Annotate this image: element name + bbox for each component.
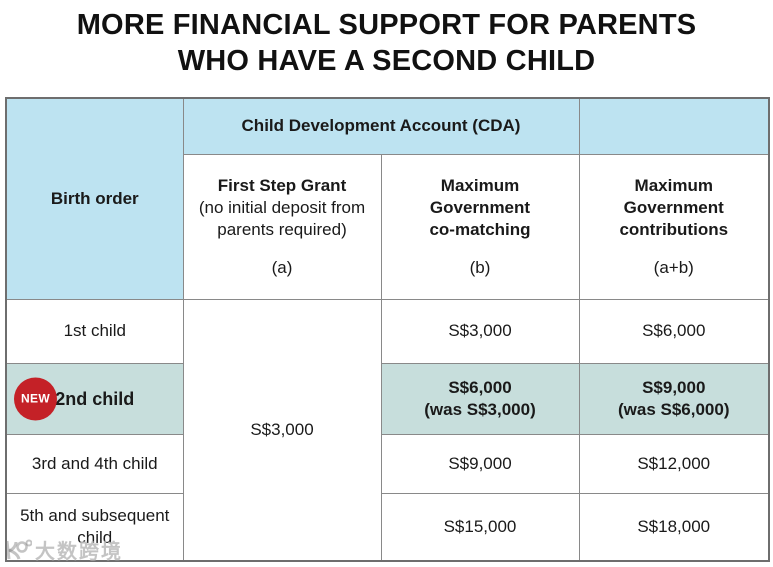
first-step-value: S$3,000	[250, 419, 314, 439]
table-row-2nd-child: NEW 2nd child S$6,000 (was S$3,000) S$9,…	[5, 362, 770, 435]
first-step-grant-key: (a)	[271, 258, 293, 277]
co-matching-header: Maximum Government co-matching (b)	[380, 153, 580, 300]
first-step-grant-note: (no initial deposit from parents require…	[198, 198, 366, 239]
row-label: 2nd child	[55, 388, 135, 409]
contributions-name: Maximum Government contributions	[619, 176, 729, 239]
birth-order-cell: NEW 2nd child	[5, 362, 184, 435]
contributions-was-note: (was S$6,000)	[617, 399, 730, 419]
co-matching-key: (b)	[469, 258, 491, 277]
cda-header: Child Development Account (CDA)	[182, 97, 580, 155]
co-matching-was-note: (was S$3,000)	[424, 399, 536, 419]
contributions-key: (a+b)	[653, 258, 694, 277]
co-matching-cell: S$15,000	[380, 492, 580, 562]
table-header-group-row: Birth order Child Development Account (C…	[5, 97, 770, 300]
page-title-line-2: WHO HAVE A SECOND CHILD	[177, 45, 596, 77]
birth-order-cell: 3rd and 4th child	[5, 433, 184, 494]
co-matching-name: Maximum Government co-matching	[429, 176, 531, 239]
contributions-value: S$12,000	[637, 453, 711, 473]
contributions-header: Maximum Government contributions (a+b)	[578, 153, 770, 300]
contributions-cell: S$12,000	[578, 433, 770, 494]
row-label: 1st child	[63, 321, 126, 340]
first-step-grant-header: First Step Grant (no initial deposit fro…	[182, 153, 382, 300]
co-matching-cell: S$9,000	[380, 433, 580, 494]
contributions-cell: S$9,000 (was S$6,000)	[578, 362, 770, 435]
table-row-1st-child: 1st child S$3,000 S$3,000 S$6,000	[5, 298, 770, 562]
contributions-cell: S$18,000	[578, 492, 770, 562]
birth-order-cell: 1st child	[5, 298, 184, 364]
first-step-grant-name: First Step Grant	[217, 176, 347, 195]
new-badge: NEW	[14, 377, 57, 420]
page-title: MORE FINANCIAL SUPPORT FOR PARENTS WHO H…	[0, 7, 773, 79]
birth-order-cell: 5th and subsequent child	[5, 492, 184, 562]
co-matching-value: S$3,000	[448, 321, 512, 340]
row-label: 5th and subsequent child	[20, 505, 170, 547]
row-label: 3rd and 4th child	[31, 453, 158, 473]
table-row-3rd-4th-child: 3rd and 4th child S$9,000 S$12,000	[5, 433, 770, 494]
contributions-value: S$18,000	[637, 516, 711, 536]
co-matching-value: S$6,000	[448, 377, 512, 397]
co-matching-value: S$15,000	[443, 516, 517, 536]
cda-spacer-cell	[578, 97, 770, 155]
co-matching-cell: S$3,000	[380, 298, 580, 364]
contributions-value: S$6,000	[642, 321, 706, 340]
first-step-value-cell: S$3,000	[182, 298, 382, 562]
table-row-5th-child: 5th and subsequent child S$15,000 S$18,0…	[5, 492, 770, 562]
table-subheader-row: First Step Grant (no initial deposit fro…	[6, 153, 770, 300]
birth-order-header: Birth order	[5, 97, 184, 300]
contributions-value: S$9,000	[642, 377, 706, 397]
financial-support-table: Birth order Child Development Account (C…	[5, 97, 770, 562]
page-title-line-1: MORE FINANCIAL SUPPORT FOR PARENTS	[76, 9, 697, 41]
co-matching-value: S$9,000	[448, 453, 512, 473]
co-matching-cell: S$6,000 (was S$3,000)	[380, 362, 580, 435]
contributions-cell: S$6,000	[578, 298, 770, 364]
